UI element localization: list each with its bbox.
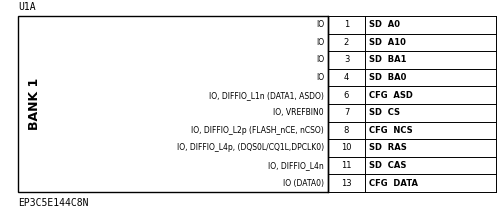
Text: BANK 1: BANK 1 (28, 78, 40, 130)
Text: CFG  ASD: CFG ASD (369, 91, 413, 100)
Text: SD  CS: SD CS (369, 108, 400, 117)
Text: SD  RAS: SD RAS (369, 144, 407, 152)
Text: SD  BA1: SD BA1 (369, 56, 406, 64)
Text: SD  CAS: SD CAS (369, 161, 406, 170)
Text: 11: 11 (341, 161, 352, 170)
Text: IO (DATA0): IO (DATA0) (283, 179, 324, 188)
Text: 13: 13 (341, 179, 352, 188)
Text: IO, DIFFIO_L4n: IO, DIFFIO_L4n (268, 161, 324, 170)
Text: 10: 10 (341, 144, 352, 152)
Text: 6: 6 (344, 91, 349, 100)
Bar (18, 16, 328, 192)
Text: CFG  DATA: CFG DATA (369, 179, 418, 188)
Text: SD  BA0: SD BA0 (369, 73, 406, 82)
Text: 2: 2 (344, 38, 349, 47)
Text: CFG  NCS: CFG NCS (369, 126, 412, 135)
Text: U1A: U1A (18, 2, 36, 12)
Text: 4: 4 (344, 73, 349, 82)
Text: IO: IO (316, 20, 324, 29)
Text: 7: 7 (344, 108, 349, 117)
Text: SD  A10: SD A10 (369, 38, 406, 47)
Text: 8: 8 (344, 126, 349, 135)
Text: IO, DIFFIO_L2p (FLASH_nCE, nCSO): IO, DIFFIO_L2p (FLASH_nCE, nCSO) (191, 126, 324, 135)
Text: IO, DIFFIO_L1n (DATA1, ASDO): IO, DIFFIO_L1n (DATA1, ASDO) (209, 91, 324, 100)
Text: 1: 1 (344, 20, 349, 29)
Text: 3: 3 (344, 56, 349, 64)
Text: IO, DIFFIO_L4p, (DQS0L/CQ1L,DPCLK0): IO, DIFFIO_L4p, (DQS0L/CQ1L,DPCLK0) (177, 144, 324, 152)
Text: IO, VREFBIN0: IO, VREFBIN0 (274, 108, 324, 117)
Text: EP3C5E144C8N: EP3C5E144C8N (18, 198, 88, 208)
Text: SD  A0: SD A0 (369, 20, 400, 29)
Text: IO: IO (316, 38, 324, 47)
Text: IO: IO (316, 73, 324, 82)
Text: IO: IO (316, 56, 324, 64)
